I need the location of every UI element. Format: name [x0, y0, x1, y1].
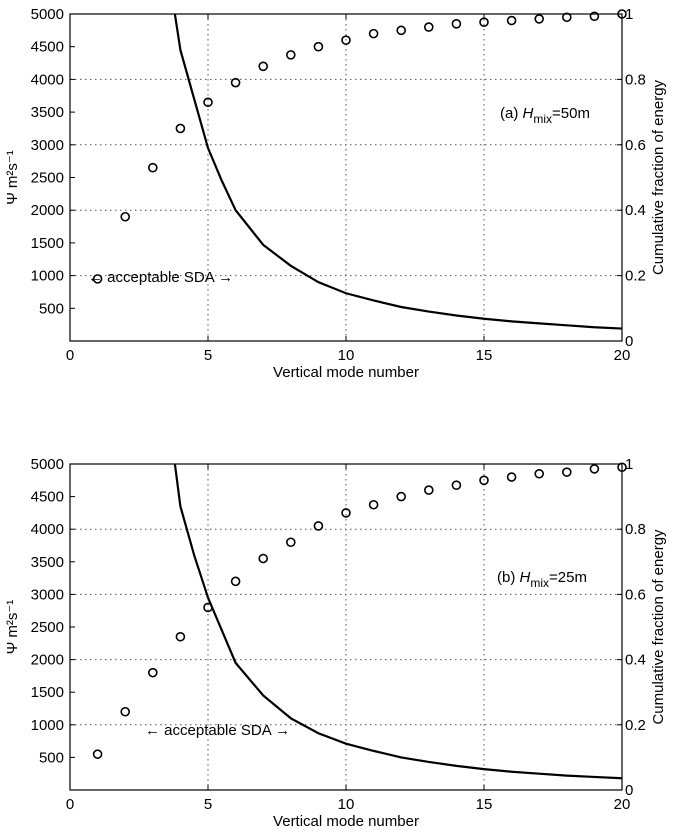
y-left-tick-label: 5000: [31, 6, 64, 23]
energy-fraction-marker: [313, 41, 324, 52]
y-left-tick-label: 500: [39, 300, 64, 317]
panel-label: (b) Hmix=25m: [497, 569, 587, 590]
y-left-tick-label: 3000: [31, 586, 64, 603]
energy-fraction-marker: [120, 211, 130, 222]
x-axis-label: Vertical mode number: [273, 364, 419, 381]
panel-label: (a) Hmix=50m: [500, 105, 590, 126]
energy-fraction-marker: [230, 77, 241, 88]
y-right-axis-label: Cumulative fraction of energy: [650, 79, 667, 275]
y-left-tick-label: 3500: [31, 104, 64, 121]
y-right-axis-label: Cumulative fraction of energy: [650, 529, 667, 725]
y-right-tick-label: 0: [625, 782, 633, 799]
energy-fraction-marker: [451, 19, 462, 29]
energy-fraction-marker: [561, 12, 572, 23]
y-right-tick-label: 1: [625, 456, 633, 473]
y-left-tick-label: 4000: [31, 521, 64, 538]
psi-curve: [173, 464, 622, 780]
y-left-axis-label: Ψ m²s⁻¹: [4, 150, 21, 205]
psi-curve: [173, 14, 622, 330]
energy-fraction-marker: [313, 521, 324, 531]
energy-fraction-marker: [175, 123, 186, 134]
y-right-tick-label: 0.2: [625, 268, 646, 285]
energy-fraction-marker: [423, 22, 434, 32]
energy-fraction-marker: [423, 485, 434, 495]
y-left-tick-label: 4500: [31, 39, 64, 56]
y-right-tick-label: 0.8: [625, 521, 646, 538]
energy-fraction-marker: [92, 749, 103, 759]
energy-fraction-marker: [617, 462, 627, 473]
energy-fraction-marker: [534, 468, 545, 479]
y-left-tick-label: 2000: [31, 652, 64, 669]
y-left-tick-label: 2000: [31, 202, 64, 219]
y-right-tick-label: 0.6: [625, 586, 646, 603]
energy-fraction-marker: [175, 631, 186, 642]
energy-fraction-marker: [285, 537, 296, 548]
y-left-tick-label: 2500: [31, 619, 64, 636]
energy-fraction-marker: [617, 9, 627, 19]
energy-fraction-marker: [258, 553, 269, 564]
y-left-tick-label: 1000: [31, 268, 64, 285]
sda-annotation: ← acceptable SDA →: [88, 269, 233, 286]
energy-fraction-marker: [506, 472, 517, 482]
energy-fraction-marker: [92, 274, 103, 284]
energy-fraction-marker: [561, 467, 572, 477]
energy-fraction-marker: [258, 61, 269, 72]
y-left-tick-label: 2500: [31, 170, 64, 187]
x-tick-label: 5: [204, 347, 212, 364]
y-left-tick-label: 5000: [31, 456, 64, 473]
y-right-tick-label: 0.4: [625, 652, 646, 669]
y-left-tick-label: 3500: [31, 554, 64, 571]
y-right-tick-label: 0.8: [625, 71, 646, 88]
x-tick-label: 0: [66, 796, 74, 813]
energy-fraction-marker: [341, 35, 351, 45]
energy-fraction-marker: [479, 475, 489, 486]
energy-fraction-marker: [148, 162, 158, 173]
energy-fraction-marker: [203, 97, 213, 108]
y-left-tick-label: 4000: [31, 71, 64, 88]
x-tick-label: 5: [204, 796, 212, 813]
x-tick-label: 10: [338, 347, 355, 364]
energy-fraction-marker: [230, 576, 241, 587]
energy-fraction-marker: [396, 491, 407, 502]
y-right-tick-label: 0.6: [625, 137, 646, 154]
sda-annotation: ← acceptable SDA →: [145, 722, 290, 739]
energy-fraction-marker: [506, 15, 517, 26]
y-right-tick-label: 0.2: [625, 717, 646, 734]
x-tick-label: 20: [614, 796, 631, 813]
energy-fraction-marker: [589, 11, 600, 22]
x-tick-label: 15: [476, 796, 493, 813]
energy-fraction-marker: [203, 602, 213, 613]
energy-fraction-marker: [451, 480, 462, 490]
energy-fraction-marker: [534, 14, 545, 24]
energy-fraction-marker: [120, 706, 130, 717]
y-right-tick-label: 1: [625, 6, 633, 23]
energy-fraction-marker: [368, 28, 379, 39]
x-axis-label: Vertical mode number: [273, 813, 419, 830]
energy-fraction-marker: [341, 508, 351, 518]
x-tick-label: 10: [338, 796, 355, 813]
y-right-tick-label: 0.4: [625, 202, 646, 219]
y-left-tick-label: 1500: [31, 235, 64, 252]
y-left-tick-label: 4500: [31, 489, 64, 506]
energy-fraction-marker: [148, 667, 158, 678]
y-left-tick-label: 500: [39, 749, 64, 766]
energy-fraction-marker: [396, 25, 407, 36]
y-left-tick-label: 1500: [31, 684, 64, 701]
energy-fraction-marker: [285, 50, 296, 60]
y-left-axis-label: Ψ m²s⁻¹: [4, 600, 21, 655]
x-tick-label: 0: [66, 347, 74, 364]
chart-panel-b: 0 5 10 15 2050010001500200025003000350040004…: [4, 456, 667, 830]
energy-fraction-marker: [368, 499, 379, 510]
y-left-tick-label: 1000: [31, 717, 64, 734]
energy-fraction-marker: [589, 464, 600, 474]
energy-fraction-marker: [479, 17, 489, 27]
x-tick-label: 15: [476, 347, 493, 364]
x-tick-label: 20: [614, 347, 631, 364]
y-right-tick-label: 0: [625, 333, 633, 350]
y-left-tick-label: 3000: [31, 137, 64, 154]
chart-panel-a: 0 5 10 15 2050010001500200025003000350040004…: [4, 6, 667, 381]
